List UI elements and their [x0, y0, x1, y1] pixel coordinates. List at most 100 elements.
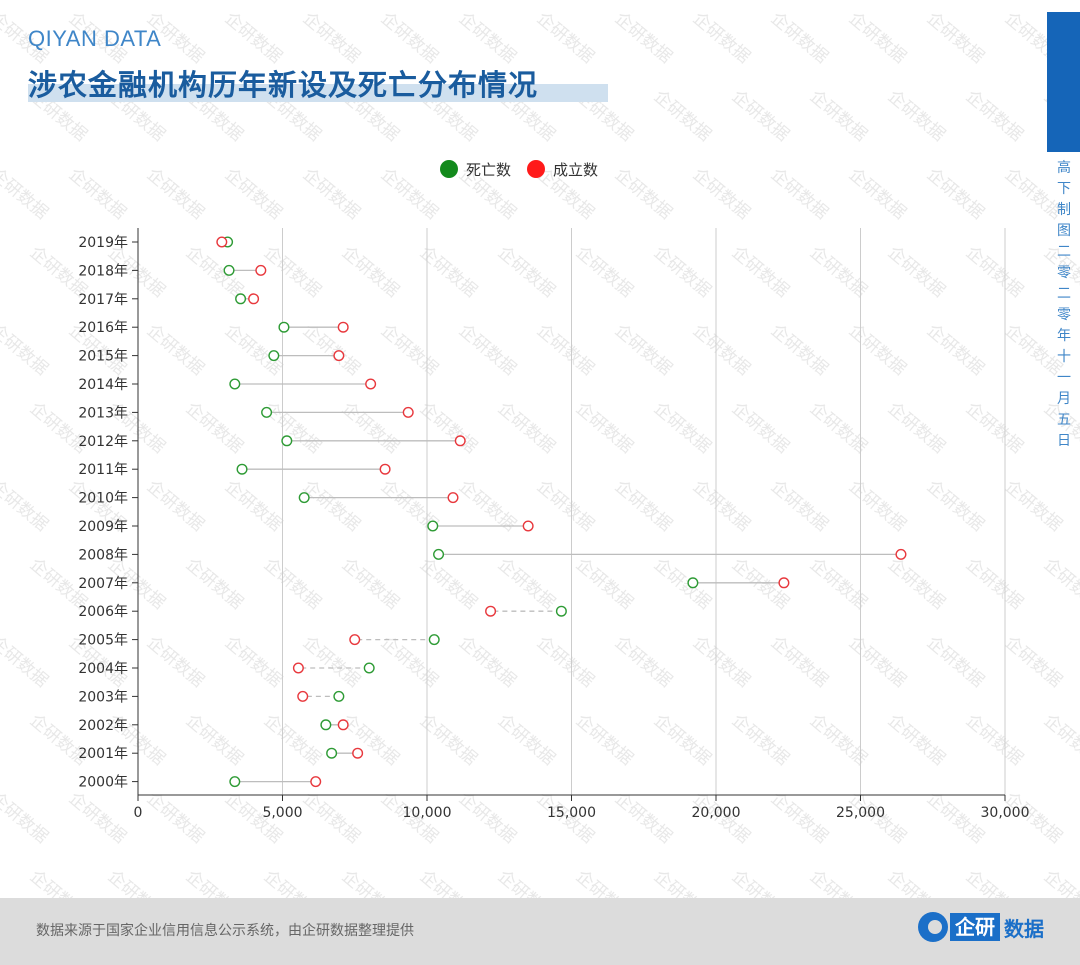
birth-point [485, 605, 497, 617]
x-tick-label: 20,000 [692, 805, 741, 821]
death-point [555, 605, 567, 617]
watermark-text: 企研数据 [0, 477, 52, 536]
watermark-text: 企研数据 [923, 321, 988, 380]
watermark-text: 企研数据 [650, 399, 715, 458]
watermark-text: 企研数据 [143, 165, 208, 224]
watermark-text: 企研数据 [845, 477, 910, 536]
watermark-text: 企研数据 [572, 243, 637, 302]
watermark-text: 企研数据 [65, 165, 130, 224]
watermark-text: 企研数据 [611, 9, 676, 68]
legend-item-death[interactable]: 死亡数 [440, 159, 511, 180]
watermark-text: 企研数据 [221, 477, 286, 536]
watermark-text: 企研数据 [455, 789, 520, 848]
birth-point [337, 719, 349, 731]
y-tick-label: 2009年 [78, 519, 128, 535]
watermark-text: 企研数据 [728, 87, 793, 146]
watermark-text: 企研数据 [884, 399, 949, 458]
watermark-text: 企研数据 [455, 633, 520, 692]
watermark-layer: 企研数据 企研数据 企研数据 企研数据 企研数据 企研数据 企研数据 企研数据 企研数据 企研数据… [0, 9, 1080, 926]
y-tick-label: 2008年 [78, 547, 128, 563]
y-tick-label: 2018年 [78, 263, 128, 279]
logo: 企研 数据 [918, 912, 1044, 942]
watermark-text: 企研数据 [0, 165, 52, 224]
side-note: 高下制图 二零二零年十一月五日 [1057, 160, 1071, 449]
watermark-text: 企研数据 [611, 789, 676, 848]
death-point [229, 378, 241, 390]
watermark-text: 企研数据 [455, 9, 520, 68]
death-point [326, 747, 338, 759]
watermark-text: 企研数据 [689, 633, 754, 692]
watermark-text: 企研数据 [962, 711, 1027, 770]
watermark-text: 企研数据 [494, 243, 559, 302]
death-point [278, 321, 290, 333]
y-tick-label: 2003年 [78, 689, 128, 705]
y-tick-label: 2002年 [78, 718, 128, 734]
watermark-text: 企研数据 [884, 711, 949, 770]
watermark-text: 企研数据 [767, 789, 832, 848]
watermark-text: 企研数据 [689, 321, 754, 380]
watermark-text: 企研数据 [923, 165, 988, 224]
death-point [235, 293, 247, 305]
x-tick-label: 10,000 [403, 805, 452, 821]
birth-point [365, 378, 377, 390]
x-tick-label: 25,000 [836, 805, 885, 821]
watermark-text: 企研数据 [923, 789, 988, 848]
watermark-text: 企研数据 [494, 711, 559, 770]
watermark-text: 企研数据 [962, 399, 1027, 458]
watermark-text: 企研数据 [728, 243, 793, 302]
y-tick-label: 2016年 [78, 320, 128, 336]
watermark-text: 企研数据 [143, 477, 208, 536]
birth-point [522, 520, 534, 532]
watermark-text: 企研数据 [806, 87, 871, 146]
watermark-text: 企研数据 [221, 633, 286, 692]
watermark-text: 企研数据 [1001, 477, 1066, 536]
watermark-text: 企研数据 [0, 633, 52, 692]
watermark-text: 企研数据 [923, 477, 988, 536]
y-tick-label: 2005年 [78, 633, 128, 649]
watermark-text: 企研数据 [1040, 555, 1080, 614]
birth-point [216, 236, 228, 248]
y-tick-label: 2013年 [78, 405, 128, 421]
watermark-text: 企研数据 [299, 477, 364, 536]
watermark-text: 企研数据 [143, 321, 208, 380]
y-tick-label: 2012年 [78, 434, 128, 450]
watermark-text: 企研数据 [572, 555, 637, 614]
watermark-text: 企研数据 [338, 555, 403, 614]
watermark-text: 企研数据 [416, 243, 481, 302]
legend-death-swatch [440, 160, 458, 178]
watermark-text: 企研数据 [299, 321, 364, 380]
watermark-text: 企研数据 [884, 87, 949, 146]
death-point [229, 776, 241, 788]
birth-point [447, 492, 459, 504]
y-tick-label: 2004年 [78, 661, 128, 677]
data-marks [216, 236, 907, 788]
legend-item-birth[interactable]: 成立数 [527, 159, 598, 180]
y-tick-label: 2011年 [78, 462, 128, 478]
death-point [333, 690, 345, 702]
watermark-text: 企研数据 [884, 555, 949, 614]
birth-point [337, 321, 349, 333]
watermark-text: 企研数据 [455, 477, 520, 536]
watermark-text: 企研数据 [182, 711, 247, 770]
birth-point [248, 293, 260, 305]
watermark-text: 企研数据 [650, 243, 715, 302]
brand-label: QIYAN DATA [28, 26, 162, 51]
watermark-text: 企研数据 [221, 321, 286, 380]
watermark-text: 企研数据 [299, 165, 364, 224]
watermark-text: 企研数据 [689, 165, 754, 224]
chart-title: 涉农金融机构历年新设及死亡分布情况 [28, 68, 539, 102]
legend-birth-label: 成立数 [553, 160, 599, 179]
death-point [223, 264, 235, 276]
watermark-text: 企研数据 [1001, 633, 1066, 692]
birth-point [297, 690, 309, 702]
watermark-text: 企研数据 [338, 243, 403, 302]
watermark-text: 企研数据 [260, 399, 325, 458]
watermark-text: 企研数据 [260, 243, 325, 302]
watermark-text: 企研数据 [611, 633, 676, 692]
watermark-text: 企研数据 [455, 321, 520, 380]
watermark-text: 企研数据 [611, 321, 676, 380]
watermark-text: 企研数据 [0, 321, 52, 380]
y-tick-label: 2015年 [78, 349, 128, 365]
death-point [427, 520, 439, 532]
